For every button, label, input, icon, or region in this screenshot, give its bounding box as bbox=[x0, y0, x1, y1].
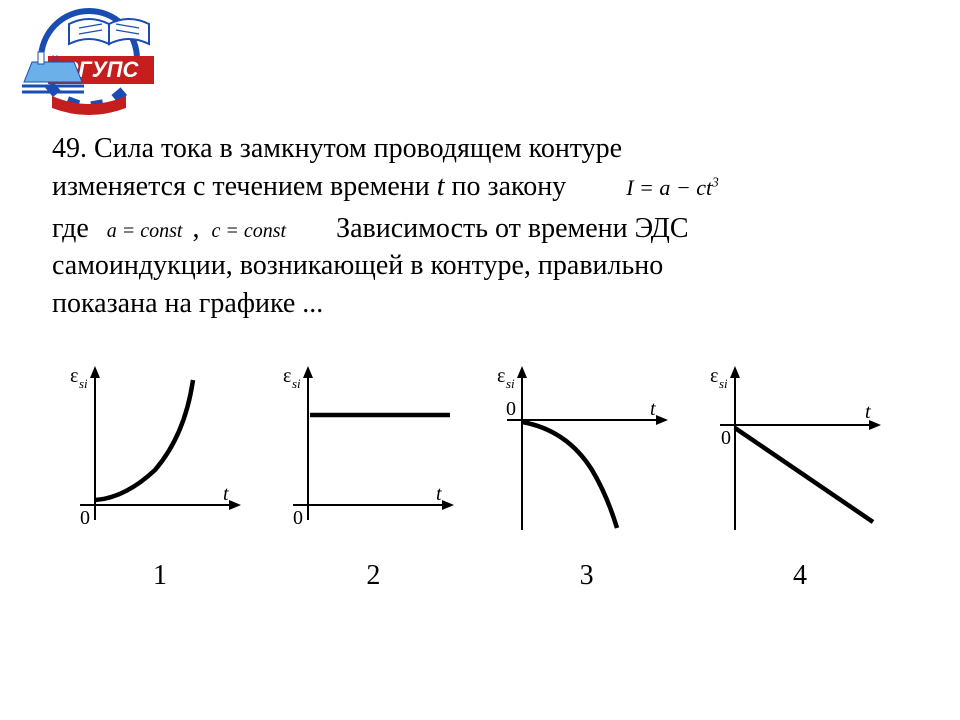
graph-3: ε si t 0 bbox=[487, 360, 687, 540]
graph-2: ε si t 0 bbox=[273, 360, 473, 540]
text-line-3b: Зависимость от времени ЭДС bbox=[336, 210, 688, 248]
text-line-2b: по закону bbox=[452, 168, 567, 206]
svg-text:si: si bbox=[719, 376, 728, 391]
time-variable: t bbox=[437, 168, 445, 206]
svg-text:si: si bbox=[506, 376, 515, 391]
comma: , bbox=[192, 210, 199, 248]
graph-label-2: 2 bbox=[273, 560, 473, 592]
svg-text:ε: ε bbox=[497, 365, 505, 387]
svg-text:0: 0 bbox=[506, 398, 516, 420]
university-logo: РГУПС U bbox=[14, 4, 164, 124]
graph-number-row: 1 2 3 4 bbox=[60, 560, 900, 592]
svg-text:t: t bbox=[223, 483, 229, 505]
svg-text:ε: ε bbox=[710, 365, 718, 387]
svg-text:0: 0 bbox=[721, 427, 731, 449]
current-formula: I = a − ct3 bbox=[626, 173, 719, 203]
text-line-5: показана на графике ... bbox=[52, 285, 912, 323]
problem-text-block: 49. Сила тока в замкнутом проводящем кон… bbox=[52, 130, 912, 323]
text-line-1: 49. Сила тока в замкнутом проводящем кон… bbox=[52, 130, 622, 168]
const-a: a = const bbox=[107, 218, 183, 245]
const-c: c = const bbox=[211, 218, 286, 245]
text-where: где bbox=[52, 210, 89, 248]
svg-text:t: t bbox=[436, 483, 442, 505]
svg-text:si: si bbox=[79, 376, 88, 391]
svg-text:U: U bbox=[52, 54, 58, 63]
graph-4: ε si t 0 bbox=[700, 360, 900, 540]
svg-text:0: 0 bbox=[80, 507, 90, 529]
graph-label-4: 4 bbox=[700, 560, 900, 592]
svg-text:si: si bbox=[292, 376, 301, 391]
graph-label-1: 1 bbox=[60, 560, 260, 592]
svg-text:ε: ε bbox=[283, 365, 291, 387]
svg-text:0: 0 bbox=[293, 507, 303, 529]
svg-text:t: t bbox=[865, 401, 871, 423]
text-line-4: самоиндукции, возникающей в контуре, пра… bbox=[52, 247, 912, 285]
text-line-2a: изменяется с течением времени bbox=[52, 168, 430, 206]
svg-text:ε: ε bbox=[70, 365, 78, 387]
graphs-row: ε si t 0 ε si t 0 ε si t 0 bbox=[60, 360, 900, 540]
graph-label-3: 3 bbox=[487, 560, 687, 592]
svg-text:t: t bbox=[650, 398, 656, 420]
graph-1: ε si t 0 bbox=[60, 360, 260, 540]
